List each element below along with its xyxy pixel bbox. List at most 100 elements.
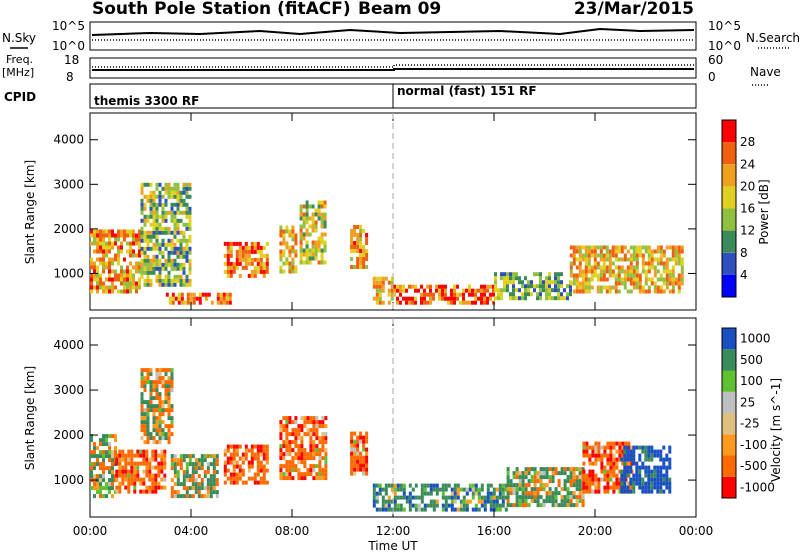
echo-cell: [262, 464, 266, 469]
echo-cell: [569, 467, 573, 472]
echo-cell: [353, 225, 357, 229]
echo-cell: [146, 238, 150, 243]
echo-cell: [551, 491, 555, 496]
freq-panel: Freq. [MHz] 18 8 60 0 Nave: [2, 53, 781, 86]
echo-cell: [551, 467, 555, 472]
echo-cell: [108, 233, 111, 238]
echo-cell: [167, 242, 171, 247]
echo-cell: [235, 464, 239, 469]
echo-cell: [393, 288, 396, 293]
echo-cell: [247, 468, 251, 473]
echo-cell: [155, 234, 159, 239]
echo-cell: [585, 453, 589, 458]
echo-cell: [441, 284, 444, 289]
echo-cell: [498, 495, 502, 500]
echo-cell: [90, 454, 93, 459]
colorbar-segment: [722, 230, 736, 253]
echo-cell: [117, 233, 120, 238]
echo-cell: [317, 212, 321, 217]
echo-cell: [161, 242, 165, 247]
echo-cell: [350, 257, 354, 261]
echo-cell: [524, 471, 528, 476]
echo-cell: [554, 288, 557, 293]
echo-cell: [139, 489, 143, 494]
echo-cell: [179, 462, 183, 467]
echo-cell: [102, 245, 105, 250]
echo-cell: [164, 230, 168, 235]
echo-cell: [170, 458, 174, 463]
echo-cell: [632, 269, 636, 274]
echo-cell: [148, 469, 152, 474]
echo-cell: [198, 296, 202, 301]
echo-cell: [603, 445, 607, 450]
echo-cell: [132, 253, 135, 258]
echo-cell: [311, 240, 315, 245]
echo-cell: [615, 449, 619, 454]
echo-cell: [167, 258, 171, 263]
echo-cell: [365, 459, 369, 464]
echo-cell: [182, 282, 186, 287]
echo-cell: [285, 472, 289, 477]
echo-cell: [118, 473, 122, 478]
echo-cell: [158, 198, 162, 203]
echo-cell: [506, 499, 510, 504]
echo-cell: [506, 487, 510, 492]
colorbar-segment: [722, 328, 736, 350]
echo-cell: [182, 222, 186, 227]
echo-cell: [170, 230, 174, 235]
echo-region: [350, 431, 369, 476]
echo-cell: [315, 432, 319, 437]
echo-cell: [503, 280, 506, 285]
echo-cell: [365, 467, 369, 472]
echo-cell: [659, 481, 663, 486]
echo-cell: [608, 289, 612, 294]
echo-cell: [384, 491, 388, 496]
echo-cell: [308, 252, 312, 257]
colorbar-tick-label: 100: [740, 374, 763, 388]
echo-cell: [381, 487, 385, 492]
echo-cell: [127, 481, 131, 486]
echo-cell: [680, 269, 684, 274]
echo-cell: [146, 274, 150, 279]
echo-cell: [102, 466, 105, 471]
echo-cell: [572, 273, 576, 278]
echo-cell: [500, 292, 503, 297]
echo-cell: [420, 507, 424, 512]
echo-cell: [244, 253, 248, 258]
echo-cell: [321, 476, 325, 481]
echo-cell: [111, 470, 114, 475]
echo-cell: [111, 454, 114, 459]
echo-cell: [365, 463, 369, 468]
echo-cell: [179, 278, 183, 283]
echo-cell: [152, 254, 156, 259]
echo-cell: [311, 256, 315, 261]
echo-cell: [114, 241, 117, 246]
echo-cell: [164, 400, 168, 405]
echo-cell: [99, 261, 102, 266]
echo-cell: [350, 435, 354, 440]
echo-cell: [163, 461, 167, 466]
echo-cell: [612, 453, 616, 458]
echo-region: [620, 445, 672, 494]
echo-cell: [262, 452, 266, 457]
echo-cell: [173, 246, 177, 251]
echo-cell: [536, 475, 540, 480]
echo-cell: [136, 449, 140, 454]
echo-cell: [198, 300, 202, 305]
echo-cell: [435, 487, 439, 492]
echo-cell: [620, 281, 624, 286]
echo-cell: [551, 280, 554, 285]
echo-cell: [90, 486, 93, 491]
echo-cell: [160, 453, 164, 458]
echo-cell: [644, 457, 648, 462]
echo-cell: [318, 424, 322, 429]
echo-cell: [312, 444, 316, 449]
echo-cell: [140, 404, 144, 409]
echo-cell: [582, 473, 586, 478]
echo-cell: [253, 257, 257, 262]
echo-cell: [623, 269, 627, 274]
echo-cell: [554, 272, 557, 277]
echo-cell: [677, 281, 681, 286]
echo-cell: [282, 472, 286, 477]
echo-cell: [581, 245, 585, 250]
